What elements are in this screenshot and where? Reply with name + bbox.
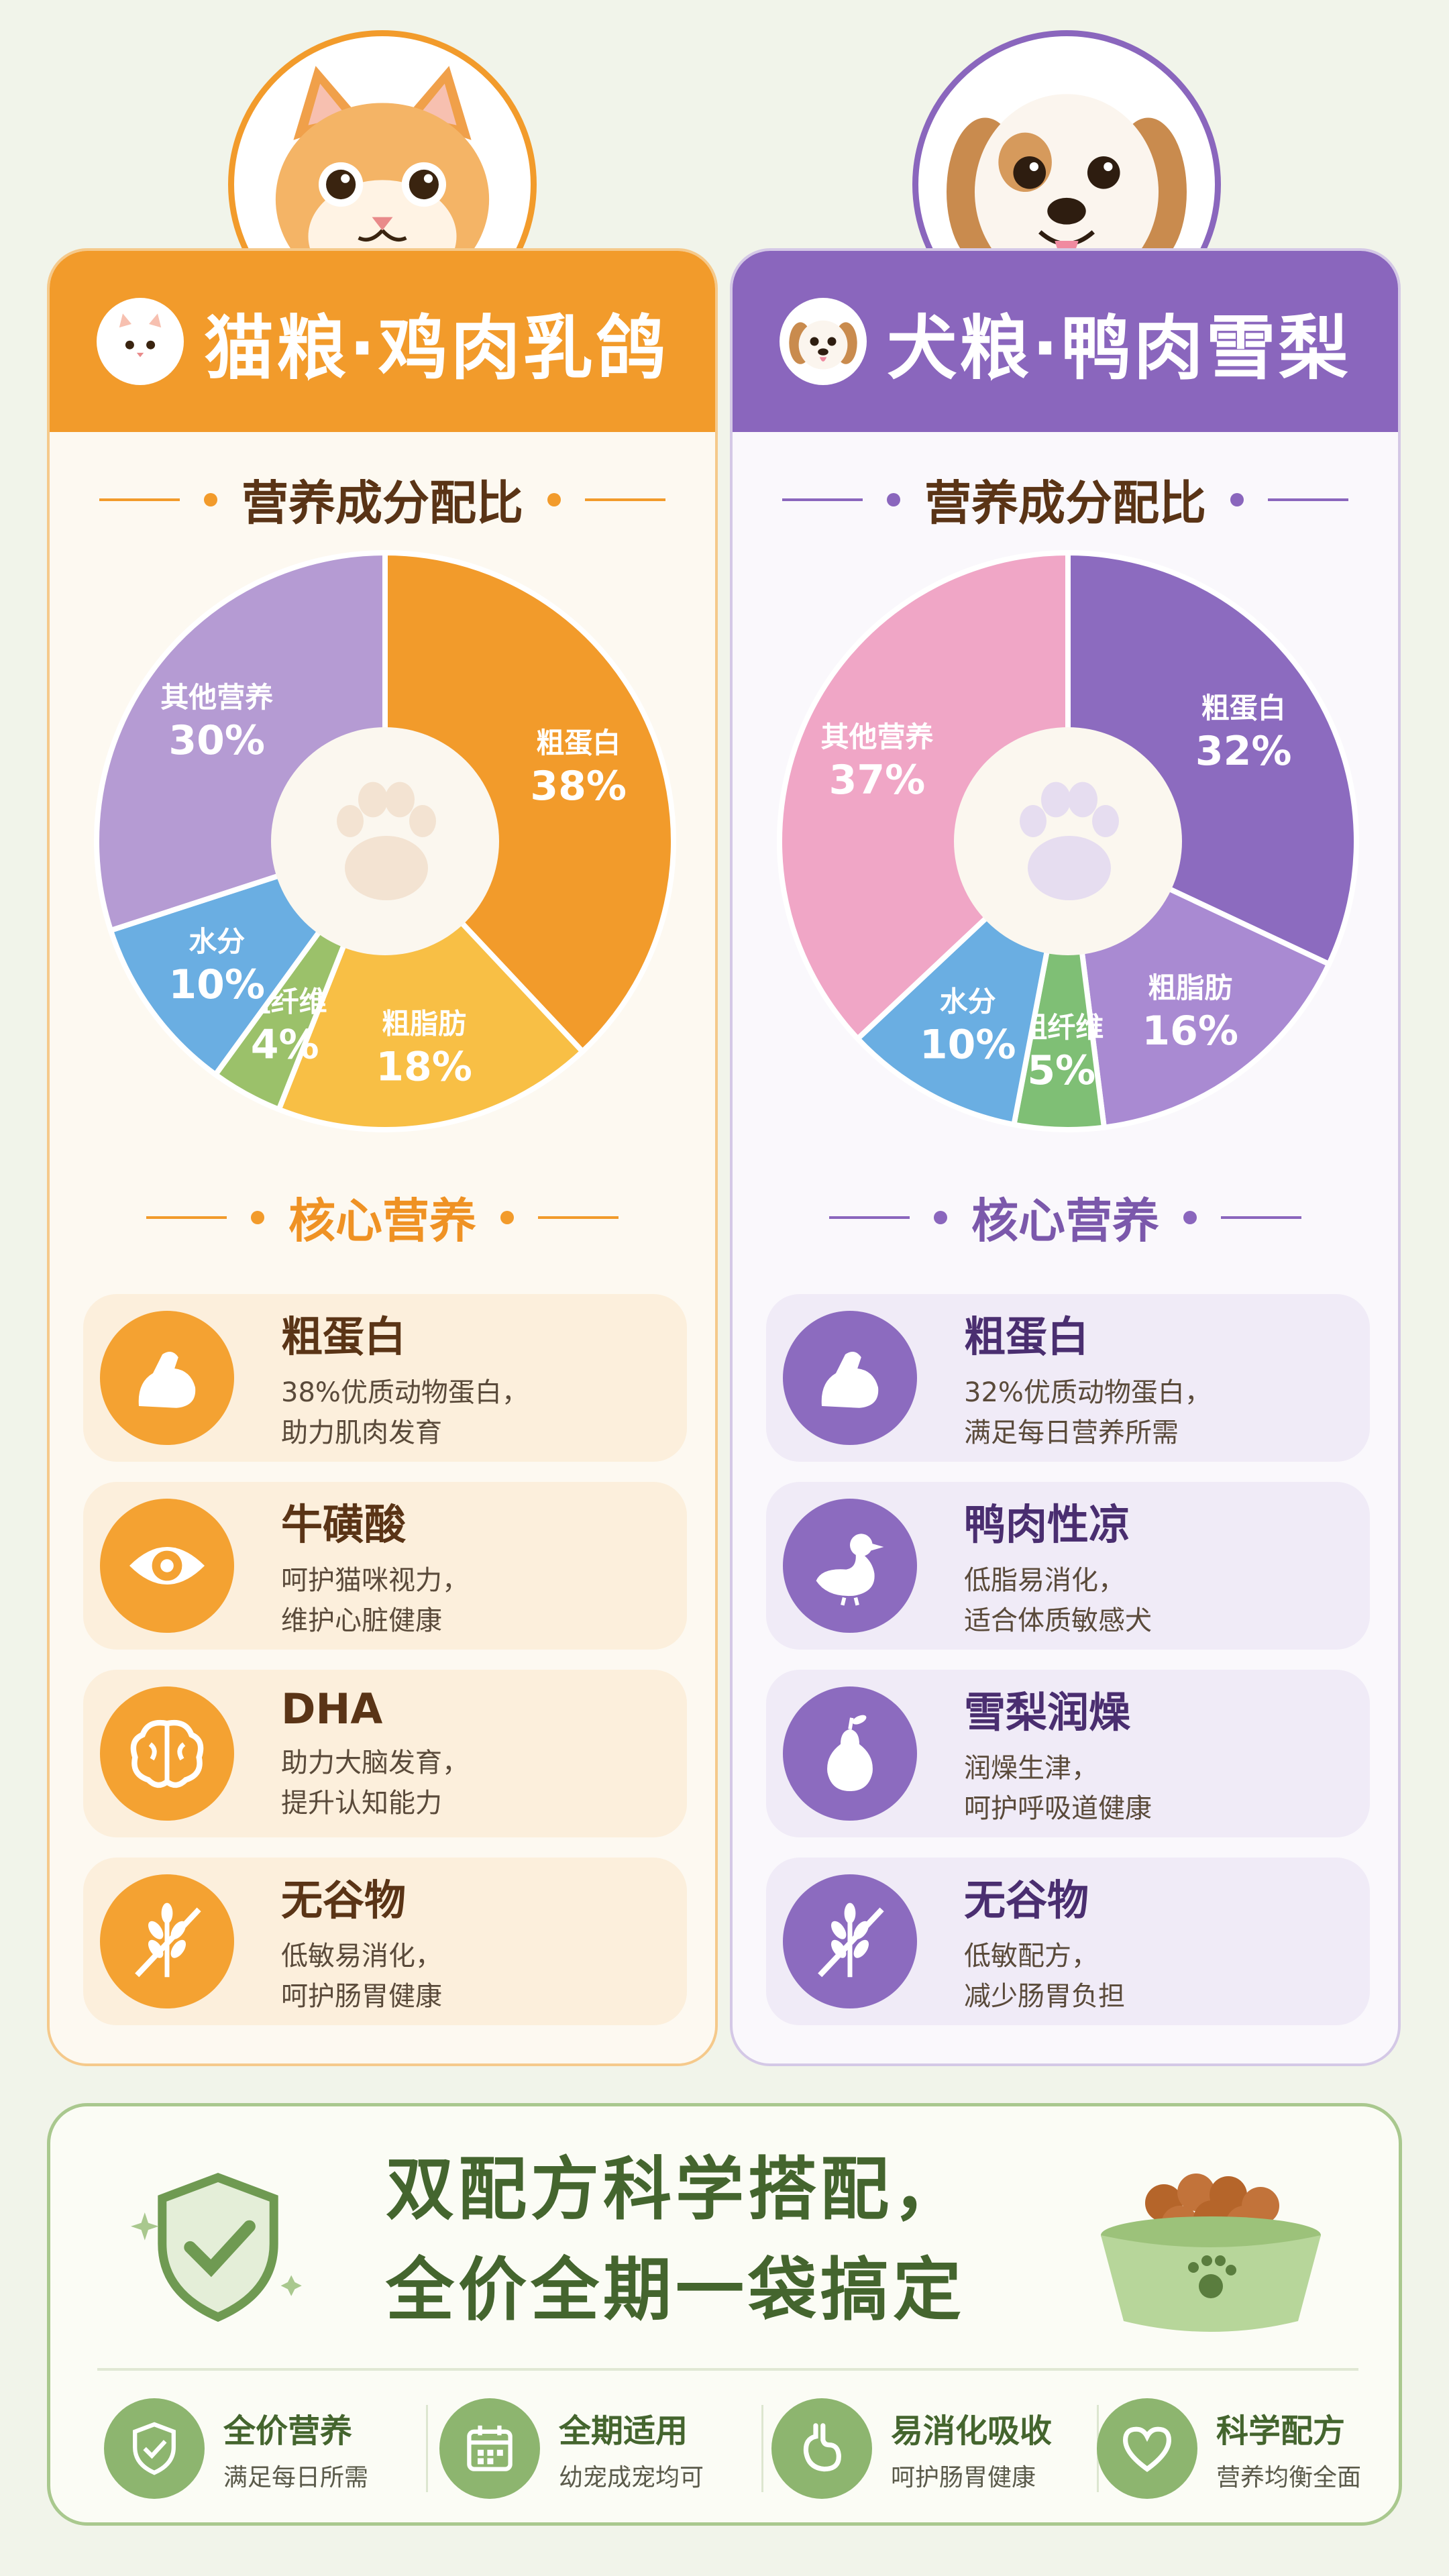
cat-pie-value-4: 30% [168, 717, 265, 764]
dog-pie-label-1: 粗脂肪 [1148, 971, 1232, 1004]
pear-icon [783, 1686, 917, 1821]
dog-pie-slice-4 [777, 549, 1071, 1043]
cat-pie-slice-0 [382, 549, 676, 1056]
heart-icon [1097, 2398, 1197, 2499]
dog-pie-label-3: 水分 [940, 985, 996, 1018]
brain-icon [100, 1686, 234, 1821]
dog-pie-label-0: 粗蛋白 [1201, 692, 1286, 724]
no-grain-icon [783, 1874, 917, 2008]
shield-check-icon [131, 2173, 302, 2322]
cat-nutrient-grain-free: 无谷物 低敏易消化， 呵护肠胃健康 [83, 1858, 687, 2025]
bottom-divider [97, 2368, 1358, 2371]
dog-nutrient-pear: 雪梨润燥 润燥生津， 呵护呼吸道健康 [766, 1670, 1370, 1837]
feature-separator [761, 2405, 763, 2492]
dog-pie-value-3: 10% [920, 1022, 1016, 1069]
cat-head-icon [97, 298, 184, 385]
paw-icon [337, 782, 436, 900]
dog-food-card: 犬粮·鸭肉雪梨 营养成分配比 粗蛋白 32% 粗脂肪 16% 粗纤维 5% 水分 10% 其他营… [730, 248, 1401, 2066]
paw-icon [1020, 782, 1119, 900]
feature-separator [426, 2405, 428, 2492]
cat-card-title: 猫粮·鸡肉乳鸽 [204, 307, 668, 389]
cat-nutrient-protein: 粗蛋白 38%优质动物蛋白， 助力肌肉发育 [83, 1294, 687, 1462]
feature-easy-digestion: 易消化吸收 呵护肠胃健康 [771, 2392, 1087, 2506]
food-bowl-icon [1101, 2174, 1321, 2332]
dog-nutrient-duck: 鸭肉性凉 低脂易消化， 适合体质敏感犬 [766, 1482, 1370, 1650]
dog-face-icon [946, 94, 1187, 290]
cat-pie-value-1: 18% [376, 1044, 472, 1091]
dog-pie-value-4: 37% [829, 757, 926, 804]
dog-pie-value-0: 32% [1195, 728, 1292, 775]
cat-pie-value-2: 4% [251, 1022, 319, 1069]
feature-all-stages: 全期适用 幼宠成宠均可 [439, 2392, 755, 2506]
dog-nutrient-grain-free: 无谷物 低敏配方， 减少肠胃负担 [766, 1858, 1370, 2025]
bottom-banner: 双配方科学搭配， 全价全期一袋搞定 全价营养 满足每日所需 全期适用 幼宠成宠均可 … [47, 2103, 1402, 2526]
dog-card-header: 犬粮·鸭肉雪梨 [733, 251, 1398, 432]
cat-pie-value-3: 10% [168, 961, 265, 1008]
cat-pie-label-4: 其他营养 [160, 681, 273, 714]
cat-nutrient-dha: DHA 助力大脑发育， 提升认知能力 [83, 1670, 687, 1837]
dog-pie-value-2: 5% [1027, 1047, 1095, 1094]
cat-nutrient-taurine: 牛磺酸 呵护猫咪视力， 维护心脏健康 [83, 1482, 687, 1650]
shield-check-icon [104, 2398, 205, 2499]
dog-pie-value-1: 16% [1142, 1008, 1238, 1055]
muscle-icon [783, 1311, 917, 1445]
cat-pie-label-0: 粗蛋白 [536, 727, 621, 759]
cat-core-title: 核心营养 [50, 1183, 715, 1251]
eye-icon [100, 1499, 234, 1633]
feature-scientific-formula: 科学配方 营养均衡全面 [1097, 2392, 1412, 2506]
calendar-icon [439, 2398, 540, 2499]
cat-ratio-title: 营养成分配比 [50, 466, 715, 533]
cat-card-header: 猫粮·鸡肉乳鸽 [50, 251, 715, 432]
dog-card-title: 犬粮·鸭肉雪梨 [887, 307, 1351, 389]
dog-ratio-title: 营养成分配比 [733, 466, 1398, 533]
dog-core-title: 核心营养 [733, 1183, 1398, 1251]
cat-pie-label-1: 粗脂肪 [382, 1008, 466, 1040]
muscle-icon [100, 1311, 234, 1445]
slogan: 双配方科学搭配， 全价全期一袋搞定 [386, 2150, 965, 2330]
cat-pie-value-0: 38% [530, 763, 627, 810]
no-grain-icon [100, 1874, 234, 2008]
feature-complete-nutrition: 全价营养 满足每日所需 [104, 2392, 419, 2506]
dog-pie-label-4: 其他营养 [820, 720, 933, 753]
duck-icon [783, 1499, 917, 1633]
cat-pie-slice-1 [275, 836, 587, 1132]
cat-pie-label-3: 水分 [189, 925, 245, 958]
stomach-icon [771, 2398, 872, 2499]
dog-head-icon [780, 298, 867, 385]
cat-food-card: 猫粮·鸡肉乳鸽 营养成分配比 粗蛋白 38% 粗脂肪 18% 粗纤维 4% 水分 10% 其他营… [47, 248, 718, 2066]
dog-nutrient-protein: 粗蛋白 32%优质动物蛋白， 满足每日营养所需 [766, 1294, 1370, 1462]
